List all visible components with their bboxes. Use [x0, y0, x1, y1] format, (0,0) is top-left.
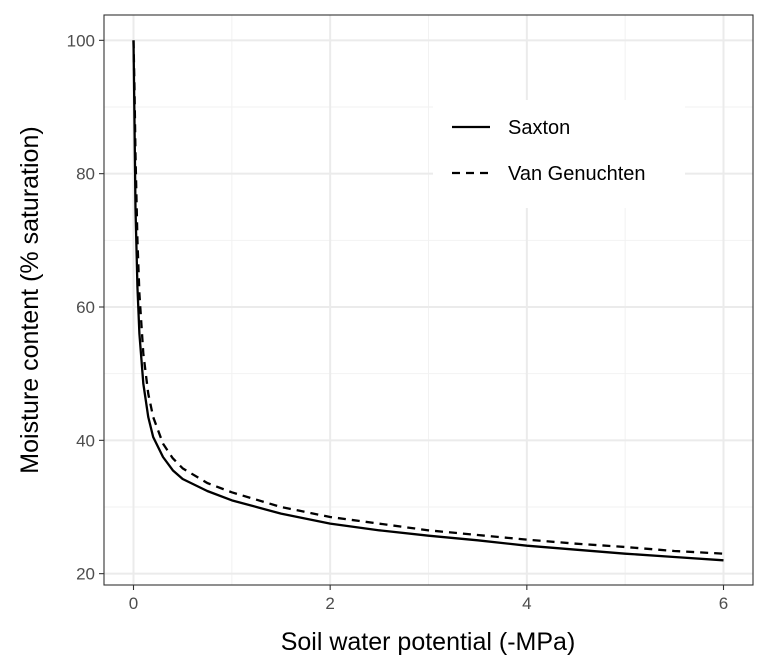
- legend-background: [433, 100, 685, 208]
- y-tick-label: 60: [76, 298, 95, 317]
- x-axis-title: Soil water potential (-MPa): [281, 628, 576, 656]
- series-line-saxton: [132, 40, 724, 562]
- legend: Saxton Van Genuchten: [433, 100, 685, 208]
- x-tick-label: 6: [719, 594, 728, 613]
- y-tick-label: 80: [76, 165, 95, 184]
- x-tick-label: 0: [129, 594, 138, 613]
- legend-label: Van Genuchten: [508, 163, 646, 185]
- x-tick-label: 4: [522, 594, 531, 613]
- y-tick-label: 20: [76, 565, 95, 584]
- legend-label: Saxton: [508, 117, 570, 139]
- y-tick-label: 100: [67, 31, 95, 50]
- y-axis-title: Moisture content (% saturation): [16, 126, 44, 473]
- series-lines: [132, 40, 724, 562]
- panel-border: [103, 14, 754, 586]
- x-tick-label: 2: [325, 594, 334, 613]
- y-tick-label: 40: [76, 431, 95, 450]
- series-line-van-genuchten: [132, 40, 724, 555]
- axis-ticks: 0 2 4 6 20 40 60 80 100: [67, 31, 729, 613]
